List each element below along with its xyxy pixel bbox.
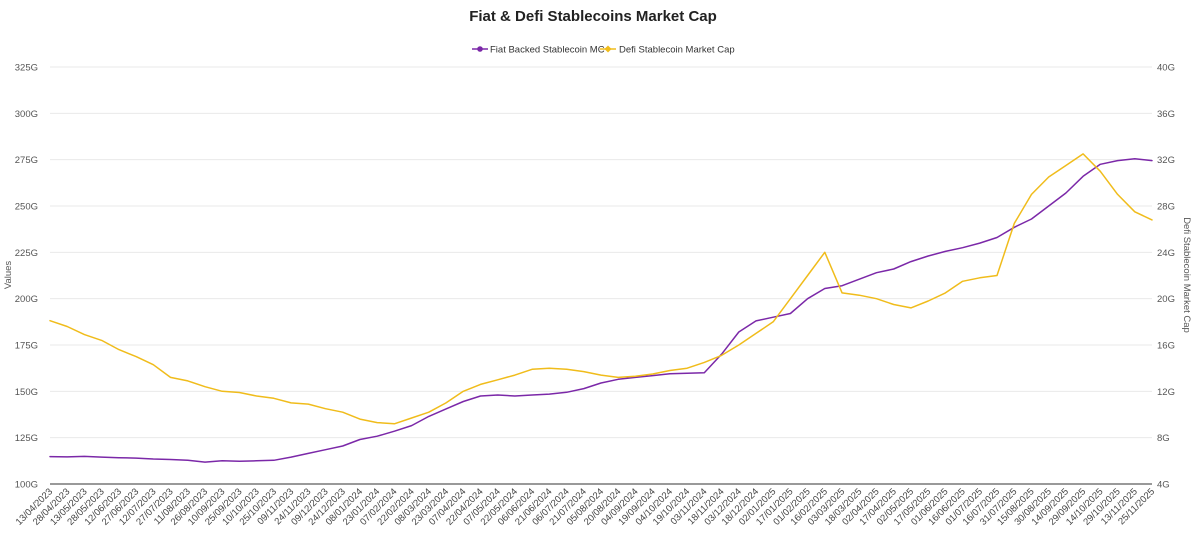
y-tick-label-right: 24G bbox=[1157, 248, 1175, 259]
y-tick-label-left: 200G bbox=[15, 294, 38, 305]
y-tick-label-left: 100G bbox=[15, 480, 38, 491]
y-tick-label-right: 4G bbox=[1157, 480, 1170, 491]
legend-marker-fiat bbox=[477, 46, 483, 52]
y-tick-label-left: 125G bbox=[15, 433, 38, 444]
series-line-fiat bbox=[49, 157, 1153, 463]
y-tick-label-left: 250G bbox=[15, 202, 38, 213]
legend-label-defi: Defi Stablecoin Market Cap bbox=[619, 45, 735, 56]
y-tick-label-left: 150G bbox=[15, 387, 38, 398]
y-axis-title-right: Defi Stablecoin Market Cap bbox=[1181, 217, 1192, 333]
y-tick-label-right: 32G bbox=[1157, 155, 1175, 166]
left-axis-ticks: 100G 125G 150G 175G 200G 225G 250G 275G 300G 325G bbox=[15, 63, 38, 491]
legend-label-fiat: Fiat Backed Stablecoin MC bbox=[490, 45, 605, 56]
y-tick-label-right: 36G bbox=[1157, 109, 1175, 120]
y-tick-label-left: 275G bbox=[15, 155, 38, 166]
series-line-defi bbox=[49, 153, 1153, 425]
y-tick-label-left: 300G bbox=[15, 109, 38, 120]
y-tick-label-left: 325G bbox=[15, 63, 38, 74]
y-tick-label-right: 20G bbox=[1157, 294, 1175, 305]
chart-title: Fiat & Defi Stablecoins Market Cap bbox=[469, 8, 717, 25]
legend-marker-defi bbox=[604, 45, 612, 53]
grid bbox=[50, 66, 1152, 439]
series-lines bbox=[49, 153, 1153, 463]
y-tick-label-right: 8G bbox=[1157, 433, 1170, 444]
y-axis-title-left: Values bbox=[3, 261, 14, 290]
y-tick-label-right: 12G bbox=[1157, 387, 1175, 398]
y-tick-label-right: 16G bbox=[1157, 341, 1175, 352]
y-tick-label-left: 175G bbox=[15, 341, 38, 352]
right-axis-ticks: 4G 8G 12G 16G 20G 24G 28G 32G 36G 40G bbox=[1157, 63, 1175, 491]
y-tick-label-left: 225G bbox=[15, 248, 38, 259]
legend-item-defi[interactable]: Defi Stablecoin Market Cap bbox=[600, 45, 735, 56]
x-axis-ticks: 13/04/202328/04/202313/05/202328/05/2023… bbox=[14, 486, 1157, 527]
legend-item-fiat[interactable]: Fiat Backed Stablecoin MC bbox=[472, 45, 605, 56]
y-tick-label-right: 28G bbox=[1157, 202, 1175, 213]
y-tick-label-right: 40G bbox=[1157, 63, 1175, 74]
legend: Fiat Backed Stablecoin MC Defi Stablecoi… bbox=[472, 45, 735, 56]
